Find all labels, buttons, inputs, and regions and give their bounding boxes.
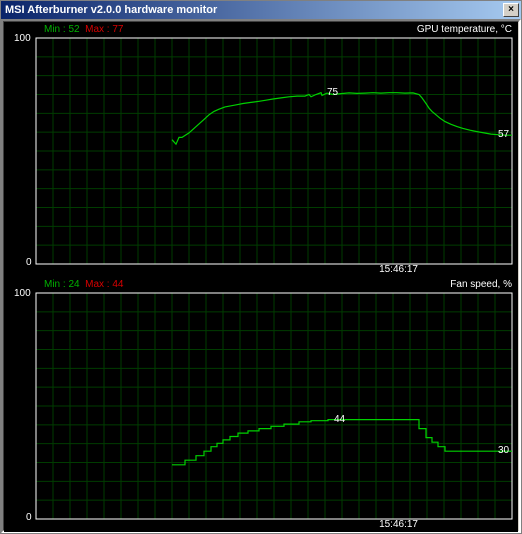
- metric-name: Fan speed, %: [450, 279, 512, 290]
- hardware-monitor-window: MSI Afterburner v2.0.0 hardware monitor …: [0, 0, 522, 534]
- min-max-readout: Min : 24 Max : 44: [44, 279, 124, 290]
- max-label: Max : 44: [85, 279, 123, 290]
- max-label: Max : 77: [85, 24, 123, 35]
- y-max-label: 100: [14, 33, 31, 44]
- close-button[interactable]: ×: [503, 3, 519, 17]
- min-label: Min : 24: [44, 279, 80, 290]
- min-label: Min : 52: [44, 24, 80, 35]
- y-min-label: 0: [26, 257, 32, 268]
- y-max-label: 100: [14, 288, 31, 299]
- peak-value: 75: [327, 87, 338, 98]
- current-value: 57: [498, 129, 509, 140]
- metric-name: GPU temperature, °C: [417, 24, 512, 35]
- fan-speed-chart: 100 0 Min : 24 Max : 44 Fan speed, % 15:46:1…: [4, 277, 518, 532]
- titlebar[interactable]: MSI Afterburner v2.0.0 hardware monitor …: [1, 1, 521, 19]
- peak-value: 44: [334, 414, 345, 425]
- timestamp: 15:46:17: [379, 264, 418, 275]
- window-title: MSI Afterburner v2.0.0 hardware monitor: [3, 4, 217, 16]
- monitor-content: 100 0 Min : 52 Max : 77 GPU temperature, °C…: [1, 19, 521, 533]
- chart-canvas: [4, 22, 518, 277]
- current-value: 30: [498, 445, 509, 456]
- y-min-label: 0: [26, 512, 32, 523]
- chart-canvas: [4, 277, 518, 532]
- gpu-temp-chart: 100 0 Min : 52 Max : 77 GPU temperature, °C…: [4, 22, 518, 277]
- min-max-readout: Min : 52 Max : 77: [44, 24, 124, 35]
- charts-container: 100 0 Min : 52 Max : 77 GPU temperature, °C…: [3, 21, 519, 531]
- timestamp: 15:46:17: [379, 519, 418, 530]
